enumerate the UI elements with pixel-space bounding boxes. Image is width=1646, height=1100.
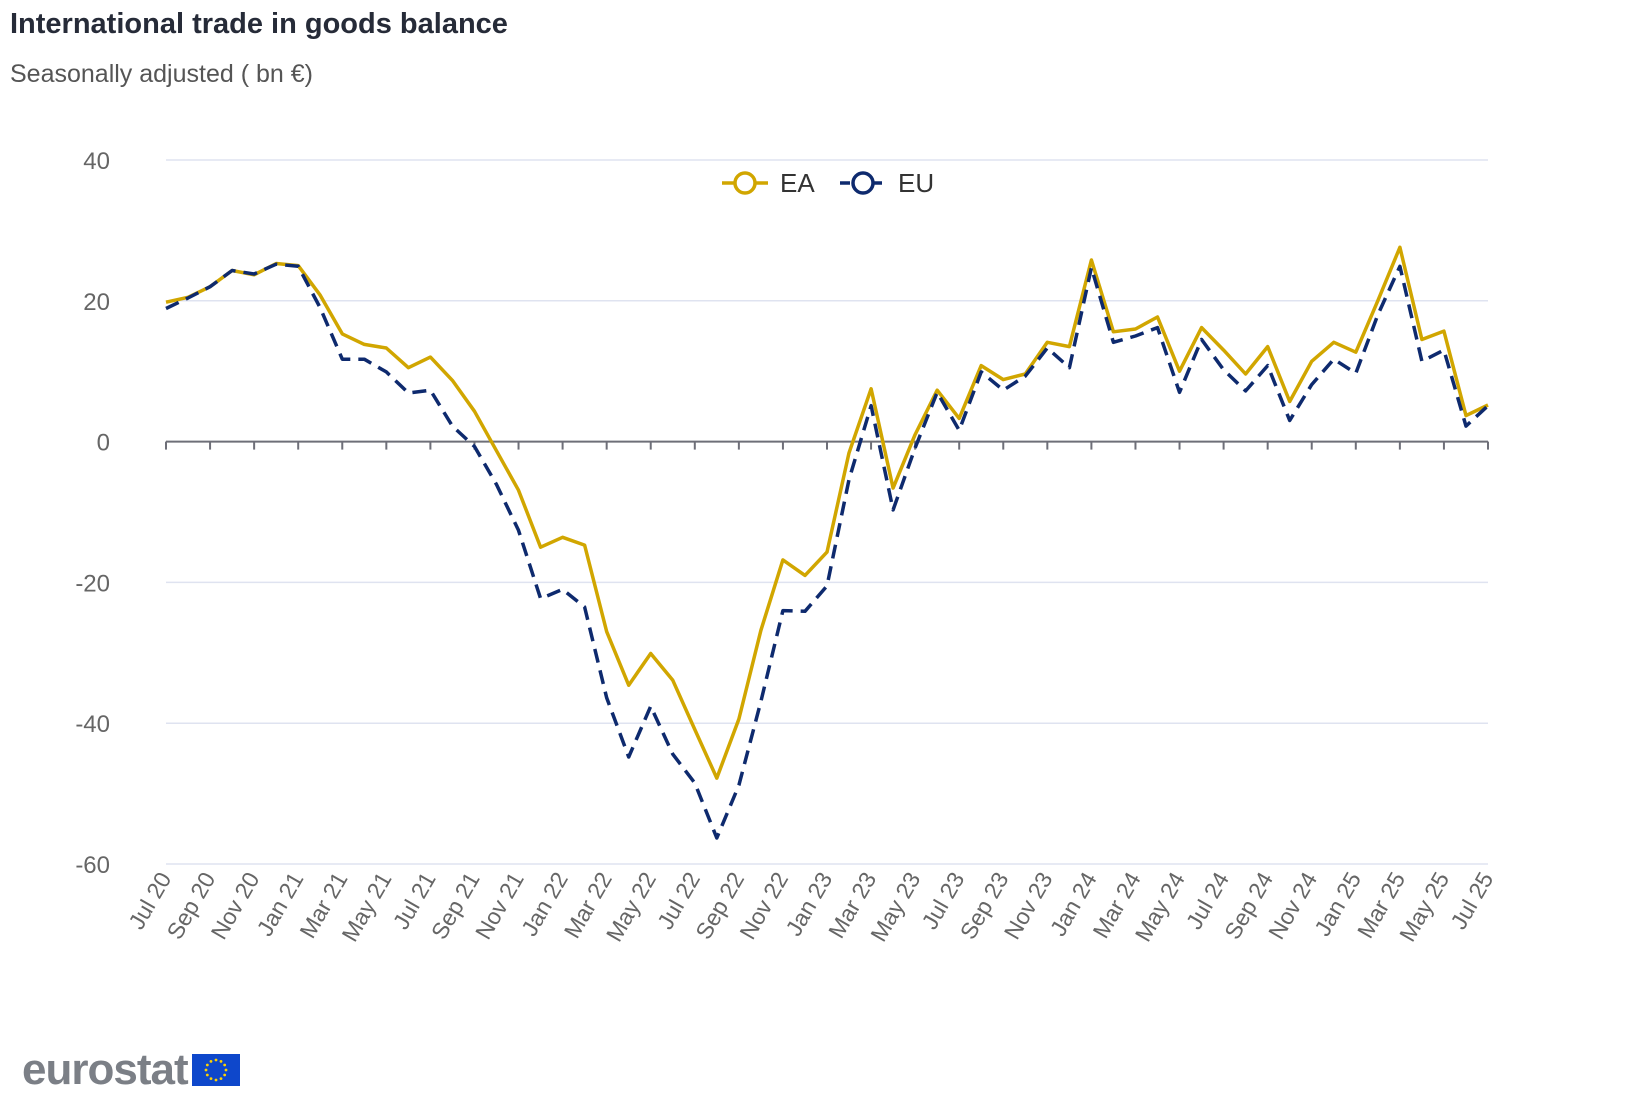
y-tick-label: 40 xyxy=(83,148,110,175)
eu-flag-icon xyxy=(191,1054,240,1086)
y-tick-label: -20 xyxy=(75,570,110,597)
y-tick-label: -40 xyxy=(75,711,110,738)
y-tick-label: -60 xyxy=(75,852,110,879)
eurostat-logo: eurostat xyxy=(22,1045,240,1095)
legend-marker-eu xyxy=(851,171,875,195)
legend-marker-ea xyxy=(733,171,757,195)
x-tick-label: Jul 25 xyxy=(1445,868,1498,934)
legend: EA EU xyxy=(722,168,934,198)
legend-label-eu: EU xyxy=(898,168,934,198)
y-tick-label: 20 xyxy=(83,289,110,316)
y-tick-label: 0 xyxy=(97,430,110,457)
series-line-eu xyxy=(165,262,1490,840)
series-line-ea xyxy=(165,245,1489,780)
logo-text: eurostat xyxy=(22,1045,189,1094)
legend-label-ea: EA xyxy=(780,168,815,198)
chart-subtitle: Seasonally adjusted ( bn €) xyxy=(10,60,313,88)
chart-title: International trade in goods balance xyxy=(10,8,508,40)
